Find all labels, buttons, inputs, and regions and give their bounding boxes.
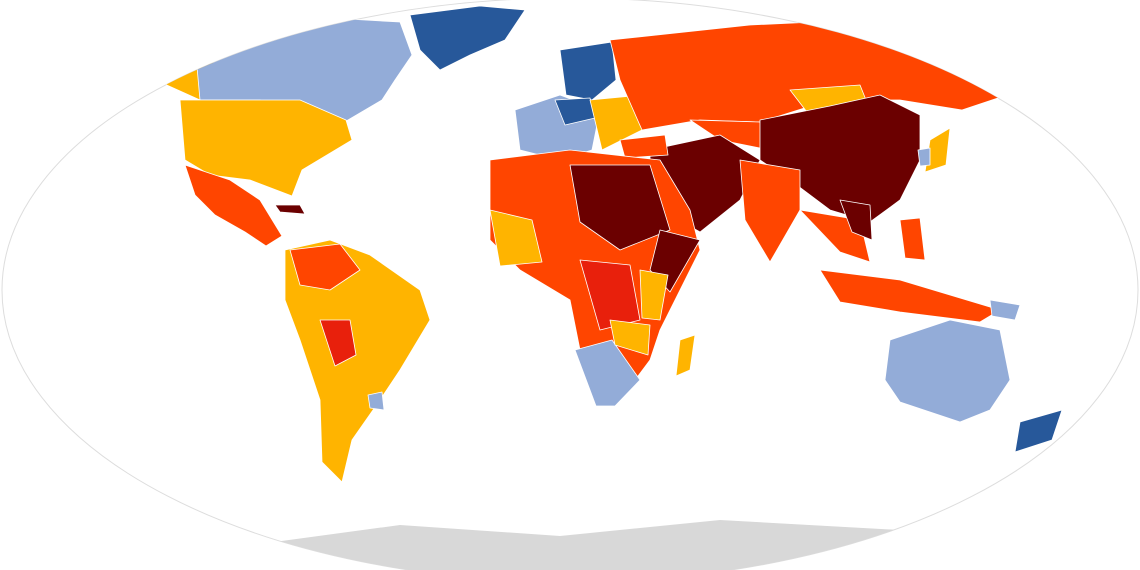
greenland [409,5,526,71]
south-america [284,239,431,483]
korea [917,147,931,167]
bolivia [319,319,357,367]
cuba [274,204,306,215]
venezuela-colombia [289,243,361,291]
australia [884,319,1011,423]
west-africa [489,209,543,267]
madagascar [675,334,696,377]
antarctica [225,520,935,570]
scandinavia [559,41,617,101]
uruguay [367,391,385,411]
new-zealand [1014,409,1063,453]
central-africa [579,259,641,331]
mexico-central-america [184,164,283,247]
usa [179,99,353,197]
indonesia-philippines [819,269,1001,323]
north-africa [569,164,671,251]
india [739,159,801,263]
east-africa [639,269,669,321]
philippines [899,217,926,261]
turkey [619,134,669,159]
vietnam-laos [839,199,873,241]
zambia-zimbabwe [609,319,651,356]
papua-new-guinea [989,299,1021,321]
southern-africa [574,339,641,407]
